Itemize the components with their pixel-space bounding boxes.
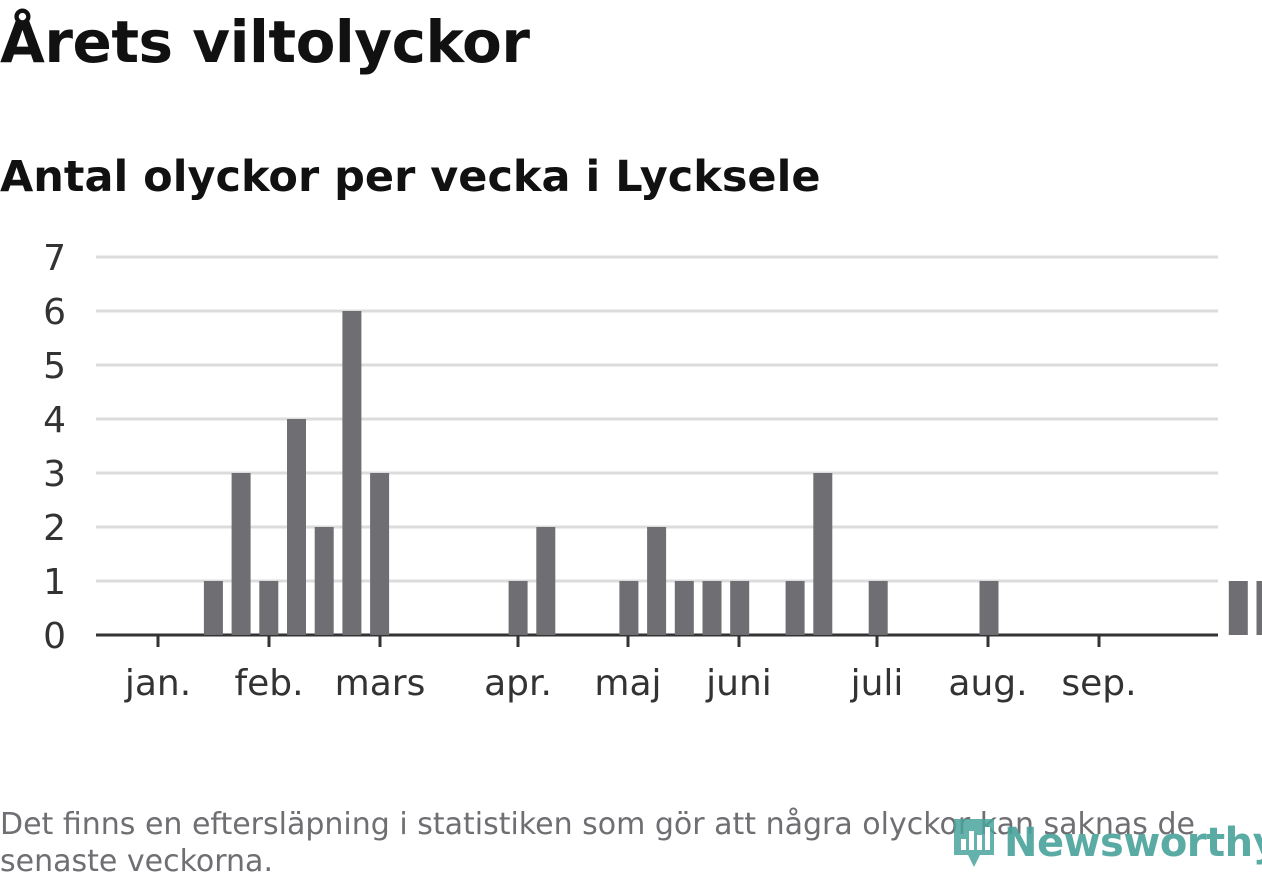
y-tick-label: 4 [43, 400, 66, 441]
bar [619, 581, 638, 635]
bar [259, 581, 278, 635]
bar [536, 527, 555, 635]
y-tick-label: 6 [43, 292, 66, 333]
y-tick-label: 2 [43, 508, 66, 549]
y-tick-label: 0 [43, 616, 66, 657]
x-tick-label: maj [594, 663, 661, 704]
y-tick-label: 1 [43, 562, 66, 603]
bar [315, 527, 334, 635]
bar [1229, 581, 1248, 635]
bar [1257, 581, 1262, 635]
x-tick-label: jan. [124, 663, 191, 704]
bar [786, 581, 805, 635]
bar [204, 581, 223, 635]
bar [980, 581, 999, 635]
y-tick-label: 3 [43, 454, 66, 495]
chart-title: Årets viltolyckor [0, 8, 529, 76]
bar-chart: 0 1 2 3 4 5 6 7 jan. feb. mars apr. maj juni juli aug.… [0, 230, 1262, 710]
bar [509, 581, 528, 635]
x-tick-label: sep. [1061, 663, 1136, 704]
bar [703, 581, 722, 635]
newsworthy-logo: Newsworthy [950, 815, 1262, 871]
x-tick-label: mars [335, 663, 426, 704]
bar [370, 473, 389, 635]
y-tick-label: 5 [43, 346, 66, 387]
bar [342, 311, 361, 635]
newsworthy-logo-icon [950, 815, 998, 871]
x-tick-label: aug. [948, 663, 1027, 704]
bar [869, 581, 888, 635]
logo-text: Newsworthy [1004, 820, 1262, 866]
bar [647, 527, 666, 635]
bar [232, 473, 251, 635]
x-tick-label: apr. [484, 663, 552, 704]
x-tick-label: juli [850, 663, 904, 704]
x-tick-label: juni [705, 663, 772, 704]
y-axis-ticks: 0 1 2 3 4 5 6 7 [43, 238, 66, 657]
bar [675, 581, 694, 635]
bar [730, 581, 749, 635]
x-tick-label: feb. [234, 663, 303, 704]
bar [287, 419, 306, 635]
chart-subtitle: Antal olyckor per vecka i Lycksele [0, 152, 821, 202]
x-axis-ticks: jan. feb. mars apr. maj juni juli aug. sep. [124, 635, 1137, 704]
y-tick-label: 7 [43, 238, 66, 279]
bar [813, 473, 832, 635]
